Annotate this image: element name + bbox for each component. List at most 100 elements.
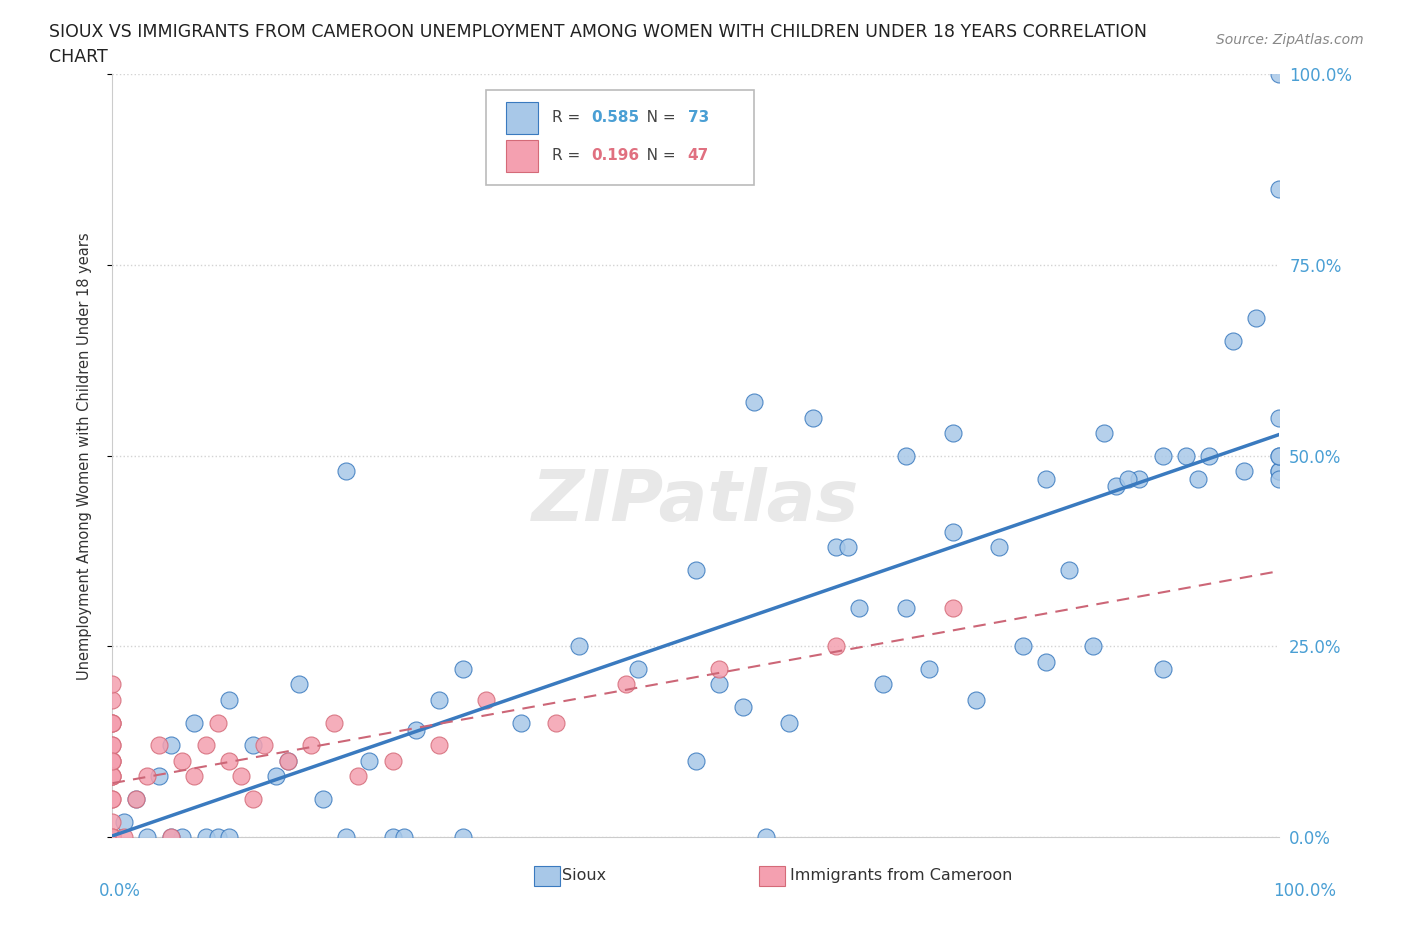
Point	[229, 768, 252, 783]
Point	[335, 463, 357, 478]
Point	[381, 753, 404, 768]
Point	[1152, 448, 1174, 463]
Point	[1268, 448, 1291, 463]
Text: 0.585: 0.585	[591, 111, 640, 126]
Point	[172, 753, 194, 768]
Point	[685, 563, 707, 578]
Point	[1268, 463, 1291, 478]
Point	[848, 601, 870, 616]
Point	[1116, 472, 1139, 486]
Point	[1094, 425, 1116, 440]
Point	[825, 539, 848, 554]
Point	[218, 830, 240, 844]
Point	[101, 753, 124, 768]
Point	[1244, 311, 1267, 325]
Point	[1268, 181, 1291, 196]
Point	[101, 677, 124, 692]
Point	[894, 601, 917, 616]
Point	[101, 715, 124, 730]
Point	[1268, 67, 1291, 82]
Text: N =: N =	[631, 111, 681, 126]
Point	[731, 700, 754, 715]
Point	[335, 830, 357, 844]
Point	[1233, 463, 1256, 478]
Point	[264, 768, 287, 783]
Point	[101, 791, 124, 806]
Bar	[506, 102, 538, 134]
Point	[1268, 463, 1291, 478]
Point	[276, 753, 298, 768]
Point	[1105, 479, 1128, 494]
Point	[942, 601, 965, 616]
Text: 47: 47	[688, 149, 709, 164]
Point	[299, 738, 322, 753]
Point	[288, 677, 311, 692]
Point	[1268, 410, 1291, 425]
Point	[614, 677, 637, 692]
Point	[1222, 334, 1244, 349]
Point	[568, 639, 591, 654]
Text: 73: 73	[688, 111, 709, 126]
Point	[1081, 639, 1104, 654]
Point	[1152, 662, 1174, 677]
Point	[825, 639, 848, 654]
Point	[988, 539, 1011, 554]
Point	[627, 662, 650, 677]
Point	[112, 830, 135, 844]
Point	[160, 830, 183, 844]
Text: 0.196: 0.196	[591, 149, 640, 164]
Point	[136, 830, 159, 844]
Point	[101, 768, 124, 783]
Point	[405, 723, 427, 737]
Point	[1198, 448, 1220, 463]
Point	[207, 830, 229, 844]
Text: N =: N =	[631, 149, 681, 164]
Point	[685, 753, 707, 768]
Point	[1187, 472, 1209, 486]
Point	[359, 753, 381, 768]
Point	[101, 791, 124, 806]
Point	[183, 768, 205, 783]
Point	[101, 738, 124, 753]
Point	[160, 830, 183, 844]
Point	[709, 677, 731, 692]
Y-axis label: Unemployment Among Women with Children Under 18 years: Unemployment Among Women with Children U…	[77, 232, 91, 680]
Point	[101, 692, 124, 707]
Point	[942, 525, 965, 539]
Point	[112, 815, 135, 830]
Point	[744, 395, 766, 410]
Point	[101, 830, 124, 844]
Point	[194, 738, 217, 753]
Point	[323, 715, 346, 730]
Point	[101, 715, 124, 730]
Point	[427, 692, 450, 707]
Point	[1175, 448, 1198, 463]
Point	[101, 830, 124, 844]
Point	[346, 768, 368, 783]
Point	[394, 830, 416, 844]
Point	[778, 715, 800, 730]
Point	[242, 791, 264, 806]
Point	[160, 738, 183, 753]
Point	[101, 715, 124, 730]
Point	[276, 753, 298, 768]
Point	[125, 791, 148, 806]
Point	[242, 738, 264, 753]
Point	[1268, 472, 1291, 486]
Point	[253, 738, 276, 753]
FancyBboxPatch shape	[486, 89, 755, 185]
Point	[1035, 654, 1057, 669]
Point	[101, 830, 124, 844]
Point	[1128, 472, 1150, 486]
Point	[101, 815, 124, 830]
Point	[1059, 563, 1081, 578]
Point	[475, 692, 498, 707]
Text: 0.0%: 0.0%	[98, 882, 141, 899]
Text: SIOUX VS IMMIGRANTS FROM CAMEROON UNEMPLOYMENT AMONG WOMEN WITH CHILDREN UNDER 1: SIOUX VS IMMIGRANTS FROM CAMEROON UNEMPL…	[49, 23, 1147, 41]
Point	[218, 692, 240, 707]
Point	[872, 677, 894, 692]
Point	[148, 768, 170, 783]
Point	[148, 738, 170, 753]
Text: CHART: CHART	[49, 48, 108, 66]
Text: R =: R =	[553, 149, 585, 164]
